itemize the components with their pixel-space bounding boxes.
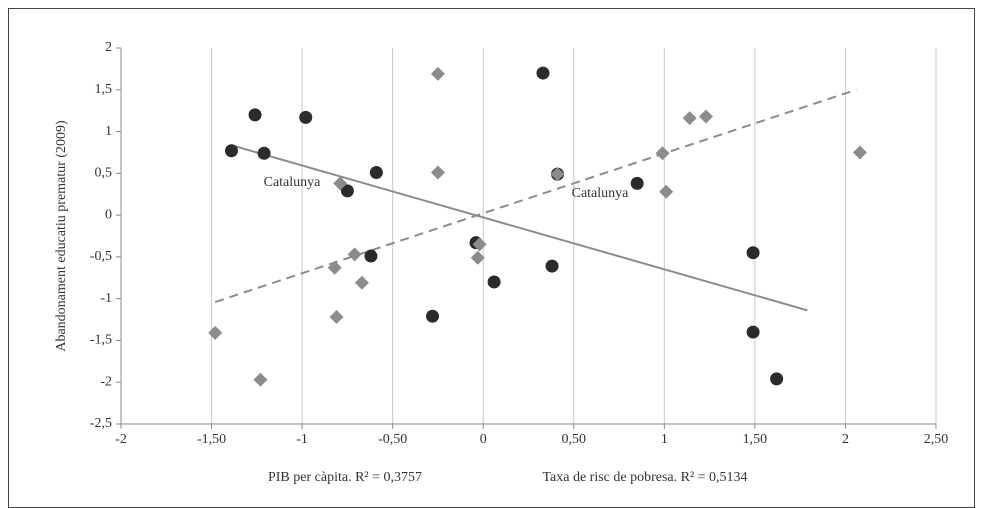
circle-point [630, 176, 644, 190]
diamond-point [430, 165, 445, 180]
annotation: Catalunya [264, 175, 322, 190]
diamond-point [550, 167, 565, 182]
y-tick-label: 2 [105, 40, 112, 55]
diamond-point [852, 145, 867, 160]
diamond-point [333, 176, 348, 191]
circle-point [248, 108, 262, 122]
circle-point [426, 309, 440, 323]
diamond-point [472, 237, 487, 252]
y-axis-label: Abandonament educatiu prematur (2009) [54, 120, 69, 352]
legend-entry: PIB per càpita. R² = 0,3757 [268, 470, 422, 485]
circle-point [299, 110, 313, 124]
chart-frame [8, 8, 975, 508]
circle-point [257, 146, 271, 160]
y-tick-label: -1 [100, 291, 112, 306]
circle-point [224, 144, 238, 158]
diamond-point [354, 275, 369, 290]
diamond-point [470, 250, 485, 265]
circle-point [369, 165, 383, 179]
circle-point [770, 372, 784, 386]
diamond-point [682, 111, 697, 126]
circle-point [746, 246, 760, 260]
diamond-point [659, 184, 674, 199]
diamond-point [329, 310, 344, 325]
x-tick-label: 2 [842, 432, 849, 447]
y-tick-label: 1,5 [95, 82, 113, 97]
circle-point [340, 184, 354, 198]
x-tick-label: -0,50 [378, 432, 407, 447]
diamond-point [655, 146, 670, 161]
annotation: Catalunya [572, 186, 630, 201]
x-tick-label: -1,50 [197, 432, 226, 447]
legend-entry: Taxa de risc de pobresa. R² = 0,5134 [542, 470, 747, 485]
x-tick-label: 2,50 [924, 432, 949, 447]
circle-point [487, 275, 501, 289]
y-tick-label: -1,5 [90, 333, 112, 348]
diamond-point [430, 66, 445, 81]
x-tick-label: -2 [115, 432, 127, 447]
circle-point [536, 66, 550, 80]
y-tick-label: -2 [100, 374, 112, 389]
y-tick-label: 0,5 [95, 166, 113, 181]
circle-point [364, 249, 378, 263]
y-tick-label: 1 [105, 124, 112, 139]
trendline [233, 144, 808, 312]
x-tick-label: 1,50 [743, 432, 768, 447]
x-tick-label: 0 [480, 432, 487, 447]
diamond-point [253, 372, 268, 387]
circle-point [746, 325, 760, 339]
y-tick-label: -0,5 [90, 249, 112, 264]
x-tick-label: 1 [661, 432, 668, 447]
x-tick-label: 0,50 [562, 432, 587, 447]
trendline [214, 88, 857, 303]
circle-point [545, 259, 559, 273]
diamond-point [698, 109, 713, 124]
diamond-point [347, 247, 362, 262]
diamond-point [327, 260, 342, 275]
y-tick-label: -2,5 [90, 416, 112, 431]
y-tick-label: 0 [105, 207, 112, 222]
x-tick-label: -1 [296, 432, 308, 447]
diamond-point [208, 325, 223, 340]
